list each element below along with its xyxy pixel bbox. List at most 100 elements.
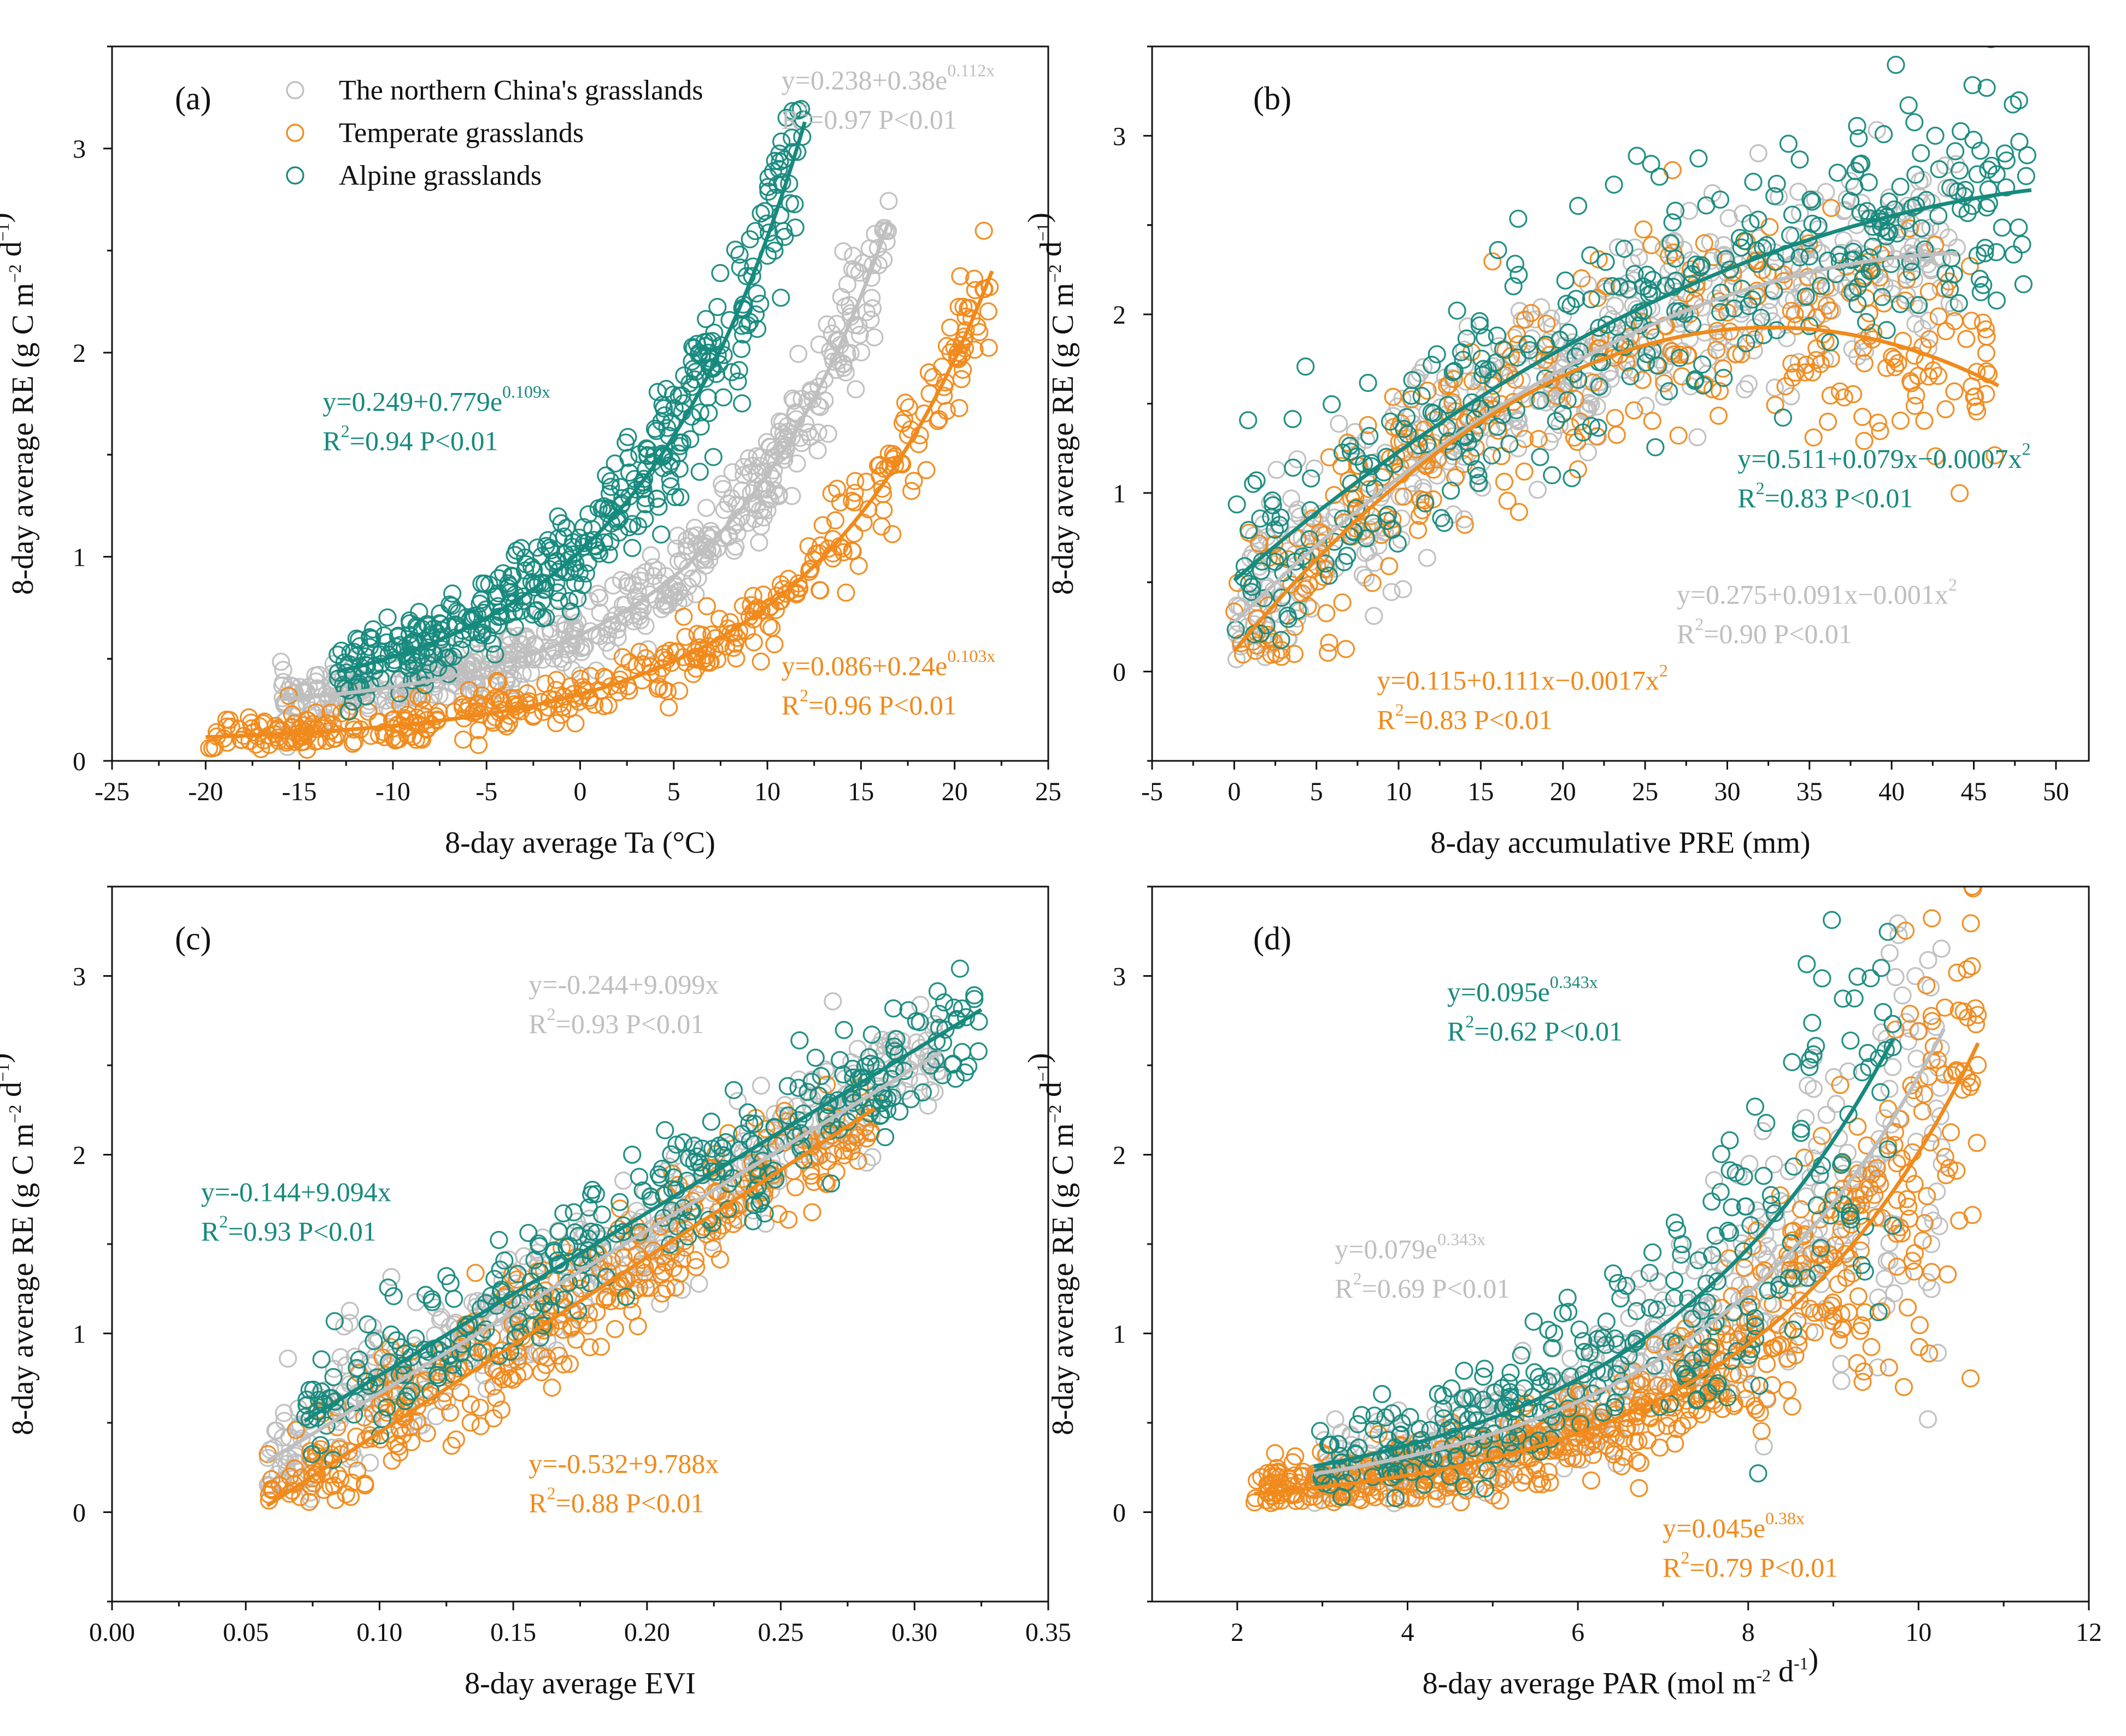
data-point (528, 1257, 548, 1275)
data-point (1796, 302, 1816, 321)
x-tick-label: 35 (1796, 777, 1823, 806)
data-point (324, 1368, 343, 1386)
data-point (631, 571, 650, 590)
data-point (272, 653, 290, 671)
data-point (1767, 321, 1786, 339)
data-point (1931, 1078, 1949, 1097)
data-point (532, 547, 551, 566)
data-point (1987, 291, 2006, 310)
data-point (1894, 1378, 1913, 1397)
data-point (1342, 1435, 1360, 1454)
data-point (431, 1310, 450, 1329)
data-point (1786, 1346, 1805, 1365)
data-point (789, 101, 808, 120)
data-point (1880, 1080, 1899, 1098)
data-point (1855, 1186, 1874, 1204)
data-point (1753, 1122, 1772, 1140)
data-point (2014, 275, 2033, 294)
data-point (290, 727, 309, 746)
data-point (876, 1128, 895, 1146)
data-point (1382, 583, 1401, 601)
data-point (1509, 410, 1528, 429)
data-point (485, 1270, 504, 1288)
data-point (595, 667, 613, 686)
data-point (1929, 1344, 1947, 1362)
x-tick-label: 10 (754, 777, 780, 806)
data-point (1579, 275, 1598, 294)
x-tick-label: 0.10 (356, 1618, 402, 1647)
data-point (637, 1278, 655, 1297)
data-point (1469, 466, 1488, 485)
data-point (471, 1417, 490, 1435)
data-point (1234, 645, 1253, 664)
data-point (843, 542, 862, 561)
data-point (884, 999, 903, 1018)
data-point (925, 1083, 944, 1101)
data-point (529, 1234, 548, 1253)
x-tick-label: 10 (1385, 777, 1412, 806)
data-point (1448, 301, 1466, 320)
data-point (469, 1343, 488, 1362)
data-point (1444, 442, 1463, 461)
data-point (601, 472, 620, 490)
data-point (953, 999, 971, 1018)
data-point (404, 727, 422, 746)
data-point (748, 284, 766, 303)
data-point (872, 517, 891, 536)
data-point (1365, 607, 1383, 625)
data-point (1566, 390, 1584, 408)
data-point (661, 477, 680, 496)
data-point (1365, 553, 1384, 572)
data-point (408, 1397, 427, 1416)
data-point (1258, 1464, 1277, 1482)
data-point (803, 1203, 821, 1222)
data-point (1883, 347, 1901, 366)
data-point (1578, 443, 1598, 462)
data-point (547, 714, 566, 732)
data-point (506, 618, 524, 636)
data-point (1914, 1085, 1934, 1104)
x-tick-label: 50 (2043, 777, 2069, 806)
data-point (911, 1073, 929, 1092)
data-point (1597, 315, 1616, 334)
data-point (408, 653, 426, 672)
data-point (1293, 1492, 1311, 1510)
data-point (751, 295, 770, 313)
fit-line-2 (1233, 188, 2032, 582)
r-squared-0: R2=0.97 P<0.01 (782, 99, 957, 134)
data-point (636, 495, 655, 514)
data-point (1830, 382, 1849, 401)
data-point (1977, 327, 1996, 346)
data-point (700, 404, 718, 423)
data-point (547, 573, 566, 593)
data-point (391, 695, 410, 714)
data-point (1289, 601, 1307, 620)
data-point (523, 605, 542, 624)
data-point (325, 1312, 344, 1330)
data-point (933, 1066, 952, 1084)
data-point (580, 591, 599, 611)
data-point (1848, 1117, 1867, 1136)
data-point (298, 1411, 318, 1430)
data-point (1228, 495, 1246, 514)
data-point (549, 507, 567, 526)
data-point (1899, 96, 1918, 115)
data-point (1951, 484, 1969, 502)
data-point (1779, 134, 1798, 153)
data-point (619, 427, 637, 447)
y-tick-label: 3 (1113, 122, 1126, 151)
data-point (1543, 390, 1561, 408)
data-point (1685, 1261, 1704, 1280)
data-point (1529, 430, 1548, 448)
data-point (560, 591, 579, 611)
data-point (538, 1348, 556, 1367)
data-point (1796, 287, 1815, 306)
data-point (1885, 349, 1904, 368)
data-point (1843, 340, 1861, 359)
data-point (1859, 173, 1878, 192)
data-point (1996, 22, 2012, 38)
data-point (727, 649, 745, 668)
data-point (927, 1063, 947, 1081)
data-point (969, 1042, 988, 1061)
data-point (679, 1149, 698, 1168)
